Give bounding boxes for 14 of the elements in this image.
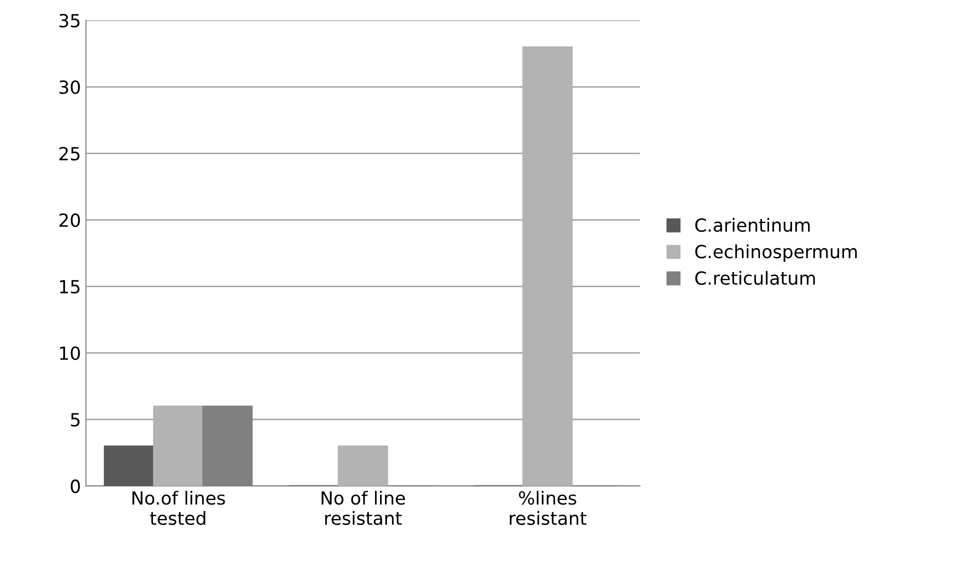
legend-label: C.reticulatum	[695, 270, 815, 285]
x-tick-label: No.of lines tested	[132, 490, 225, 526]
y-tick-label: 20	[59, 213, 80, 228]
y-tick-label: 5	[70, 413, 80, 427]
y-tick-label: 30	[59, 80, 80, 94]
x-tick-label: %lines resistant	[510, 490, 586, 526]
y-tick-label: 0	[70, 479, 80, 494]
y-tick-label: 25	[59, 146, 80, 161]
legend-label: C.arientinum	[695, 218, 810, 232]
y-tick-label: 15	[60, 280, 80, 294]
y-tick-label: 10	[60, 346, 80, 360]
y-tick-label: 35	[59, 14, 80, 28]
x-tick-label: No of line resistant	[322, 490, 405, 526]
legend-label: C.echinospermum	[695, 244, 857, 262]
